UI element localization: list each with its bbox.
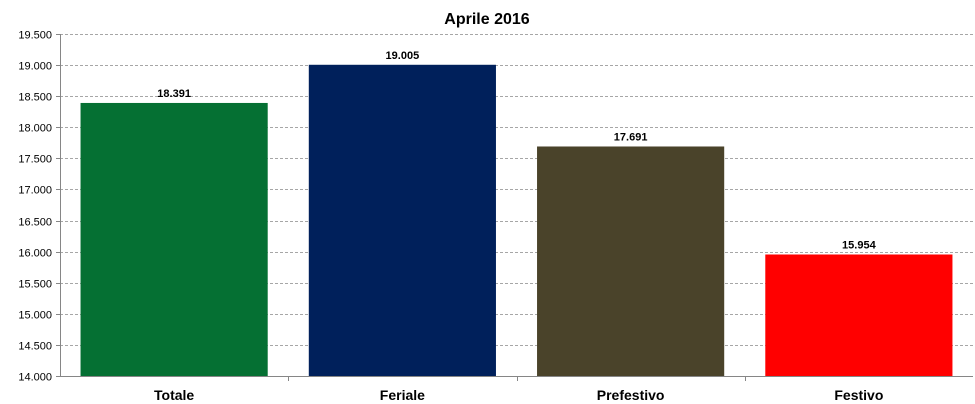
y-tick-label: 15.000 xyxy=(18,310,52,322)
bar-prefestivo xyxy=(537,146,725,376)
data-labels-layer: 18.391 19.005 17.691 15.954 xyxy=(157,50,876,252)
y-tick-label: 19.500 xyxy=(18,30,52,42)
data-label: 19.005 xyxy=(386,50,420,62)
y-tick-label: 14.500 xyxy=(18,341,52,353)
bar-festivo xyxy=(765,254,953,376)
data-label: 18.391 xyxy=(157,88,191,100)
x-axis-ticks: Totale Feriale Prefestivo Festivo xyxy=(154,387,883,403)
y-tick-label: 14.000 xyxy=(18,372,52,384)
data-label: 15.954 xyxy=(842,239,877,251)
bar-feriale xyxy=(308,64,496,376)
y-tick-label: 16.000 xyxy=(18,248,52,260)
chart-title: Aprile 2016 xyxy=(444,11,529,28)
data-label: 17.691 xyxy=(614,131,648,143)
y-tick-label: 15.500 xyxy=(18,279,52,291)
y-tick-label: 18.000 xyxy=(18,123,52,135)
y-tick-label: 16.500 xyxy=(18,217,52,229)
axis-layer xyxy=(56,34,973,381)
x-tick-label: Festivo xyxy=(834,387,883,403)
y-tick-label: 19.000 xyxy=(18,61,52,73)
x-tick-label: Feriale xyxy=(380,387,425,403)
x-tick-label: Prefestivo xyxy=(597,387,665,403)
y-axis-ticks: 14.000 14.500 15.000 15.500 16.000 16.500 17.0… xyxy=(18,30,52,384)
bar-totale xyxy=(80,102,268,377)
x-tick-label: Totale xyxy=(154,387,194,403)
y-tick-label: 18.500 xyxy=(18,92,52,104)
bars-layer xyxy=(80,64,953,377)
y-tick-label: 17.500 xyxy=(18,154,52,166)
y-tick-label: 17.000 xyxy=(18,185,52,197)
